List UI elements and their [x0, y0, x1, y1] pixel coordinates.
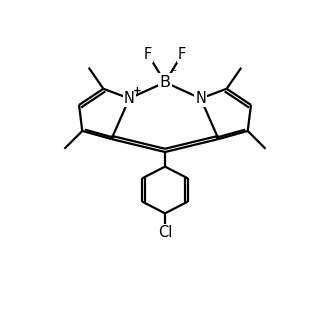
Text: +: + [133, 86, 142, 96]
Text: B: B [159, 75, 171, 90]
Text: Cl: Cl [158, 225, 172, 240]
Text: F: F [144, 47, 152, 62]
Text: F: F [178, 47, 186, 62]
Text: N: N [195, 91, 206, 106]
Text: ⁻: ⁻ [171, 68, 177, 81]
Text: N: N [124, 91, 135, 106]
